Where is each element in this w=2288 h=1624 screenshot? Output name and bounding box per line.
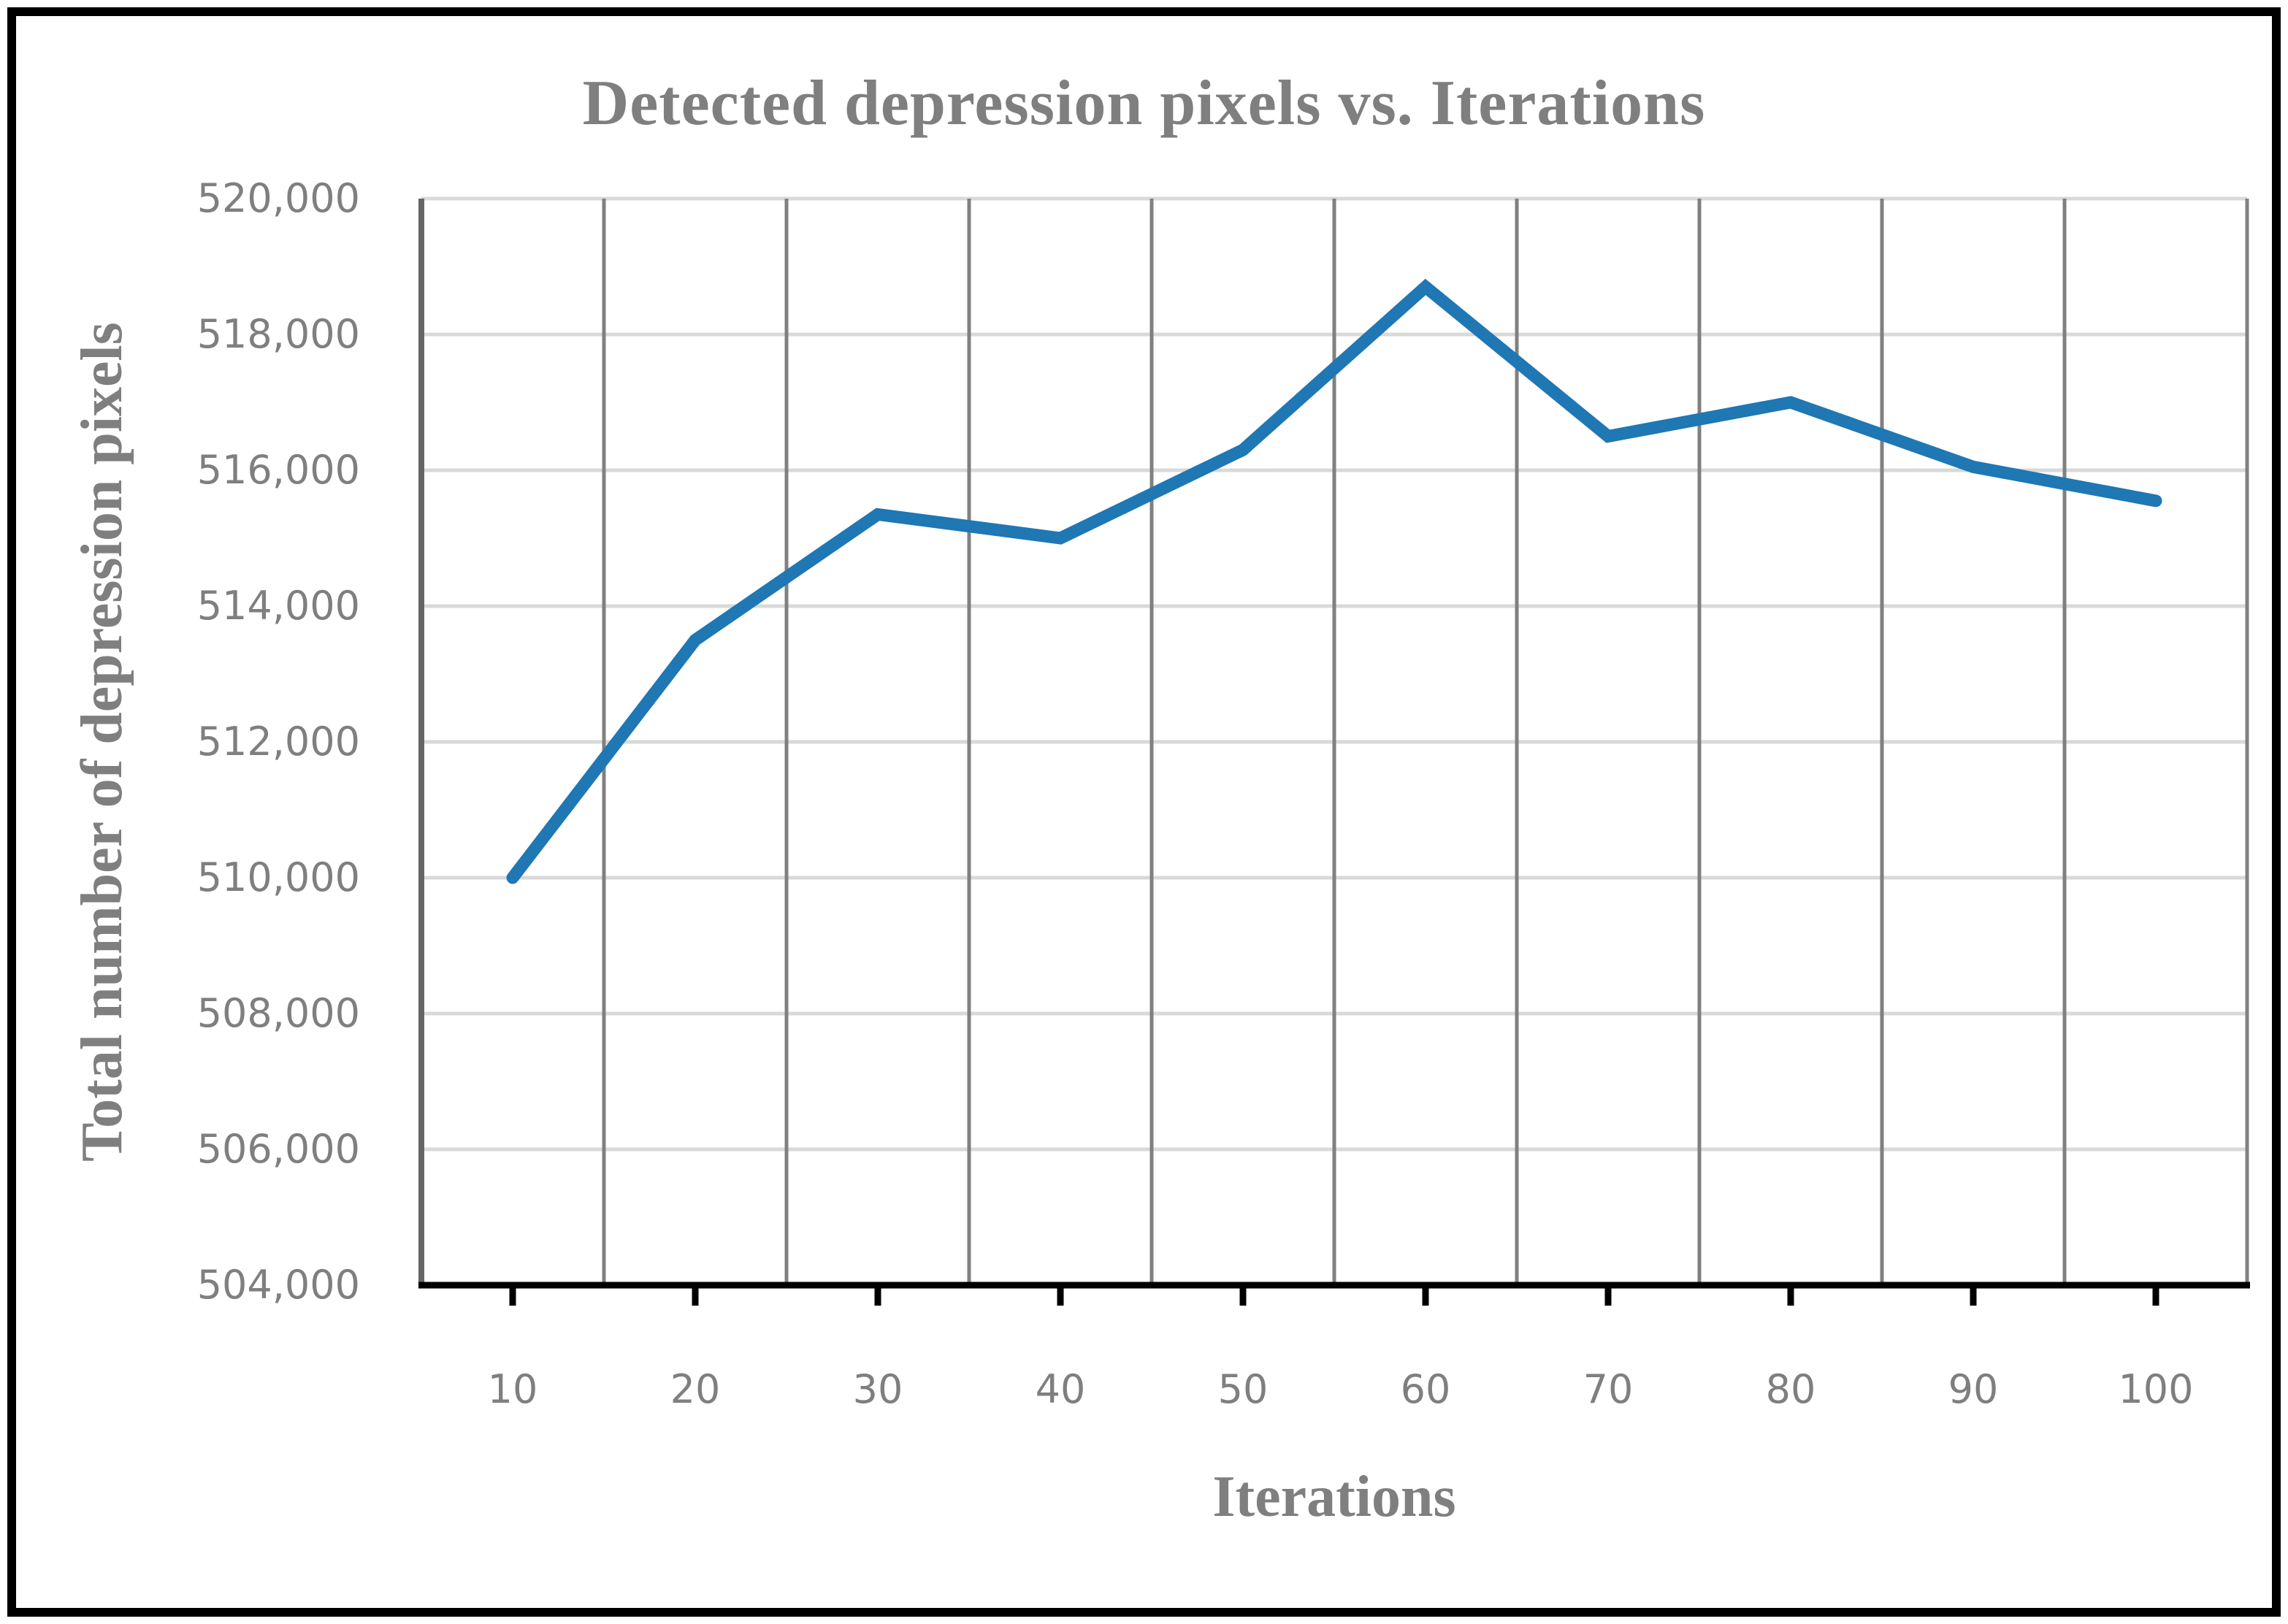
- page-border-frame: [7, 7, 2281, 1617]
- chart-title: Detected depression pixels vs. Iteration…: [582, 67, 1706, 139]
- x-tick-label: 20: [670, 1366, 721, 1412]
- x-tick-label: 100: [2118, 1366, 2194, 1412]
- y-tick-label: 514,000: [196, 583, 360, 629]
- y-tick-label: 506,000: [196, 1126, 360, 1172]
- y-tick-label: 516,000: [196, 447, 360, 493]
- x-tick-label: 80: [1765, 1366, 1816, 1412]
- series-line-detected-depression-pixels: [506, 278, 2162, 884]
- y-tick-label: 518,000: [196, 311, 360, 357]
- x-tick-label: 90: [1948, 1366, 1999, 1412]
- y-tick-label: 508,000: [196, 990, 360, 1036]
- x-tick-label: 50: [1217, 1366, 1269, 1412]
- y-tick-label: 510,000: [196, 854, 360, 900]
- x-tick-label: 70: [1583, 1366, 1634, 1412]
- x-tick-label: 10: [487, 1366, 538, 1412]
- y-tick-label: 520,000: [196, 175, 360, 221]
- y-tick-label: 512,000: [196, 719, 360, 765]
- y-tick-label: 504,000: [196, 1262, 360, 1308]
- x-tick-label: 40: [1035, 1366, 1086, 1412]
- x-tick-label: 30: [852, 1366, 903, 1412]
- x-tick-label: 60: [1400, 1366, 1451, 1412]
- x-axis-title: Iterations: [1212, 1464, 1456, 1529]
